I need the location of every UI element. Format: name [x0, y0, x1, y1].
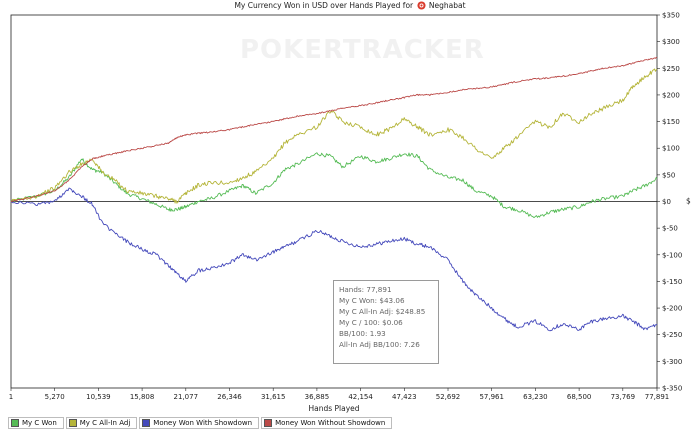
legend-swatch — [68, 419, 77, 427]
x-tick-label: 42,154 — [348, 393, 373, 401]
x-tick-label: 47,423 — [392, 393, 417, 401]
legend-item-my-c-won[interactable]: My C Won — [8, 417, 64, 429]
poker-chip-icon — [416, 1, 426, 10]
x-tick-label: 26,346 — [217, 393, 242, 401]
legend-swatch — [264, 419, 273, 427]
tooltip-line: Hands: 77,891 — [339, 285, 392, 294]
watermark: POKERTRACKER — [240, 35, 485, 65]
y-tick-label: $-150 — [662, 278, 682, 286]
y-tick-label: $50 — [662, 171, 675, 179]
x-tick-label: 77,891 — [645, 393, 670, 401]
x-tick-label: 21,077 — [174, 393, 199, 401]
legend-label: Money Won With Showdown — [153, 419, 253, 427]
legend-item-my-c-all-in-adj[interactable]: My C All-In Adj — [65, 417, 138, 429]
series-line-my-c-won — [10, 152, 658, 219]
y-tick-label: $250 — [662, 65, 680, 73]
y-tick-label: $300 — [662, 38, 680, 46]
series-line-my-c-all-in-adj — [10, 68, 658, 204]
x-axis-title: Hands Played — [308, 404, 359, 413]
tooltip-line: All-In Adj BB/100: 7.26 — [339, 340, 420, 349]
tooltip-line: My C Won: $43.06 — [339, 296, 405, 305]
legend-label: My C Won — [22, 419, 57, 427]
x-tick-label: 36,885 — [305, 393, 330, 401]
x-tick-label: 31,615 — [261, 393, 286, 401]
y-tick-label: $-200 — [662, 305, 682, 313]
tooltip-line: My C / 100: $0.06 — [339, 318, 403, 327]
y-tick-label: $0 — [662, 198, 671, 206]
hover-tooltip: Hands: 77,891 My C Won: $43.06 My C All-… — [333, 280, 439, 364]
legend-item-money-won-with-showdown[interactable]: Money Won With Showdown — [139, 417, 260, 429]
legend-swatch — [11, 419, 19, 427]
x-tick-label: 5,270 — [45, 393, 65, 401]
legend-swatch — [142, 419, 151, 427]
y-tick-label: $-300 — [662, 358, 682, 366]
legend-item-money-won-without-showdown[interactable]: Money Won Without Showdown — [261, 417, 393, 429]
legend: My C Won My C All-In Adj Money Won With … — [8, 417, 394, 431]
y-tick-label: $-100 — [662, 251, 682, 259]
series-line-money-won-without-showdown — [10, 57, 658, 202]
y-tick-label: $150 — [662, 118, 680, 126]
chart-title-player: Neghabat — [428, 1, 466, 10]
x-tick-label: 73,769 — [611, 393, 636, 401]
y-axis-title: $ — [686, 197, 691, 206]
y-tick-label: $-350 — [662, 385, 682, 393]
x-tick-label: 63,230 — [523, 393, 548, 401]
y-tick-label: $200 — [662, 91, 680, 99]
x-tick-label: 1 — [9, 393, 13, 401]
series-line-money-won-with-showdown — [10, 187, 658, 332]
tooltip-line: BB/100: 1.93 — [339, 329, 386, 338]
y-tick-label: $350 — [662, 12, 680, 20]
x-tick-label: 68,500 — [567, 393, 592, 401]
chart-title: My Currency Won in USD over Hands Played… — [0, 1, 700, 10]
chart-title-text: My Currency Won in USD over Hands Played… — [234, 1, 414, 10]
x-tick-label: 52,692 — [436, 393, 461, 401]
x-tick-label: 15,808 — [130, 393, 155, 401]
x-tick-label: 57,961 — [479, 393, 504, 401]
y-tick-label: $-250 — [662, 331, 682, 339]
tooltip-line: My C All-In Adj: $248.85 — [339, 307, 426, 316]
y-tick-label: $100 — [662, 145, 680, 153]
legend-label: My C All-In Adj — [79, 419, 131, 427]
y-tick-label: $-50 — [662, 225, 678, 233]
x-tick-label: 10,539 — [86, 393, 111, 401]
legend-label: Money Won Without Showdown — [275, 419, 386, 427]
